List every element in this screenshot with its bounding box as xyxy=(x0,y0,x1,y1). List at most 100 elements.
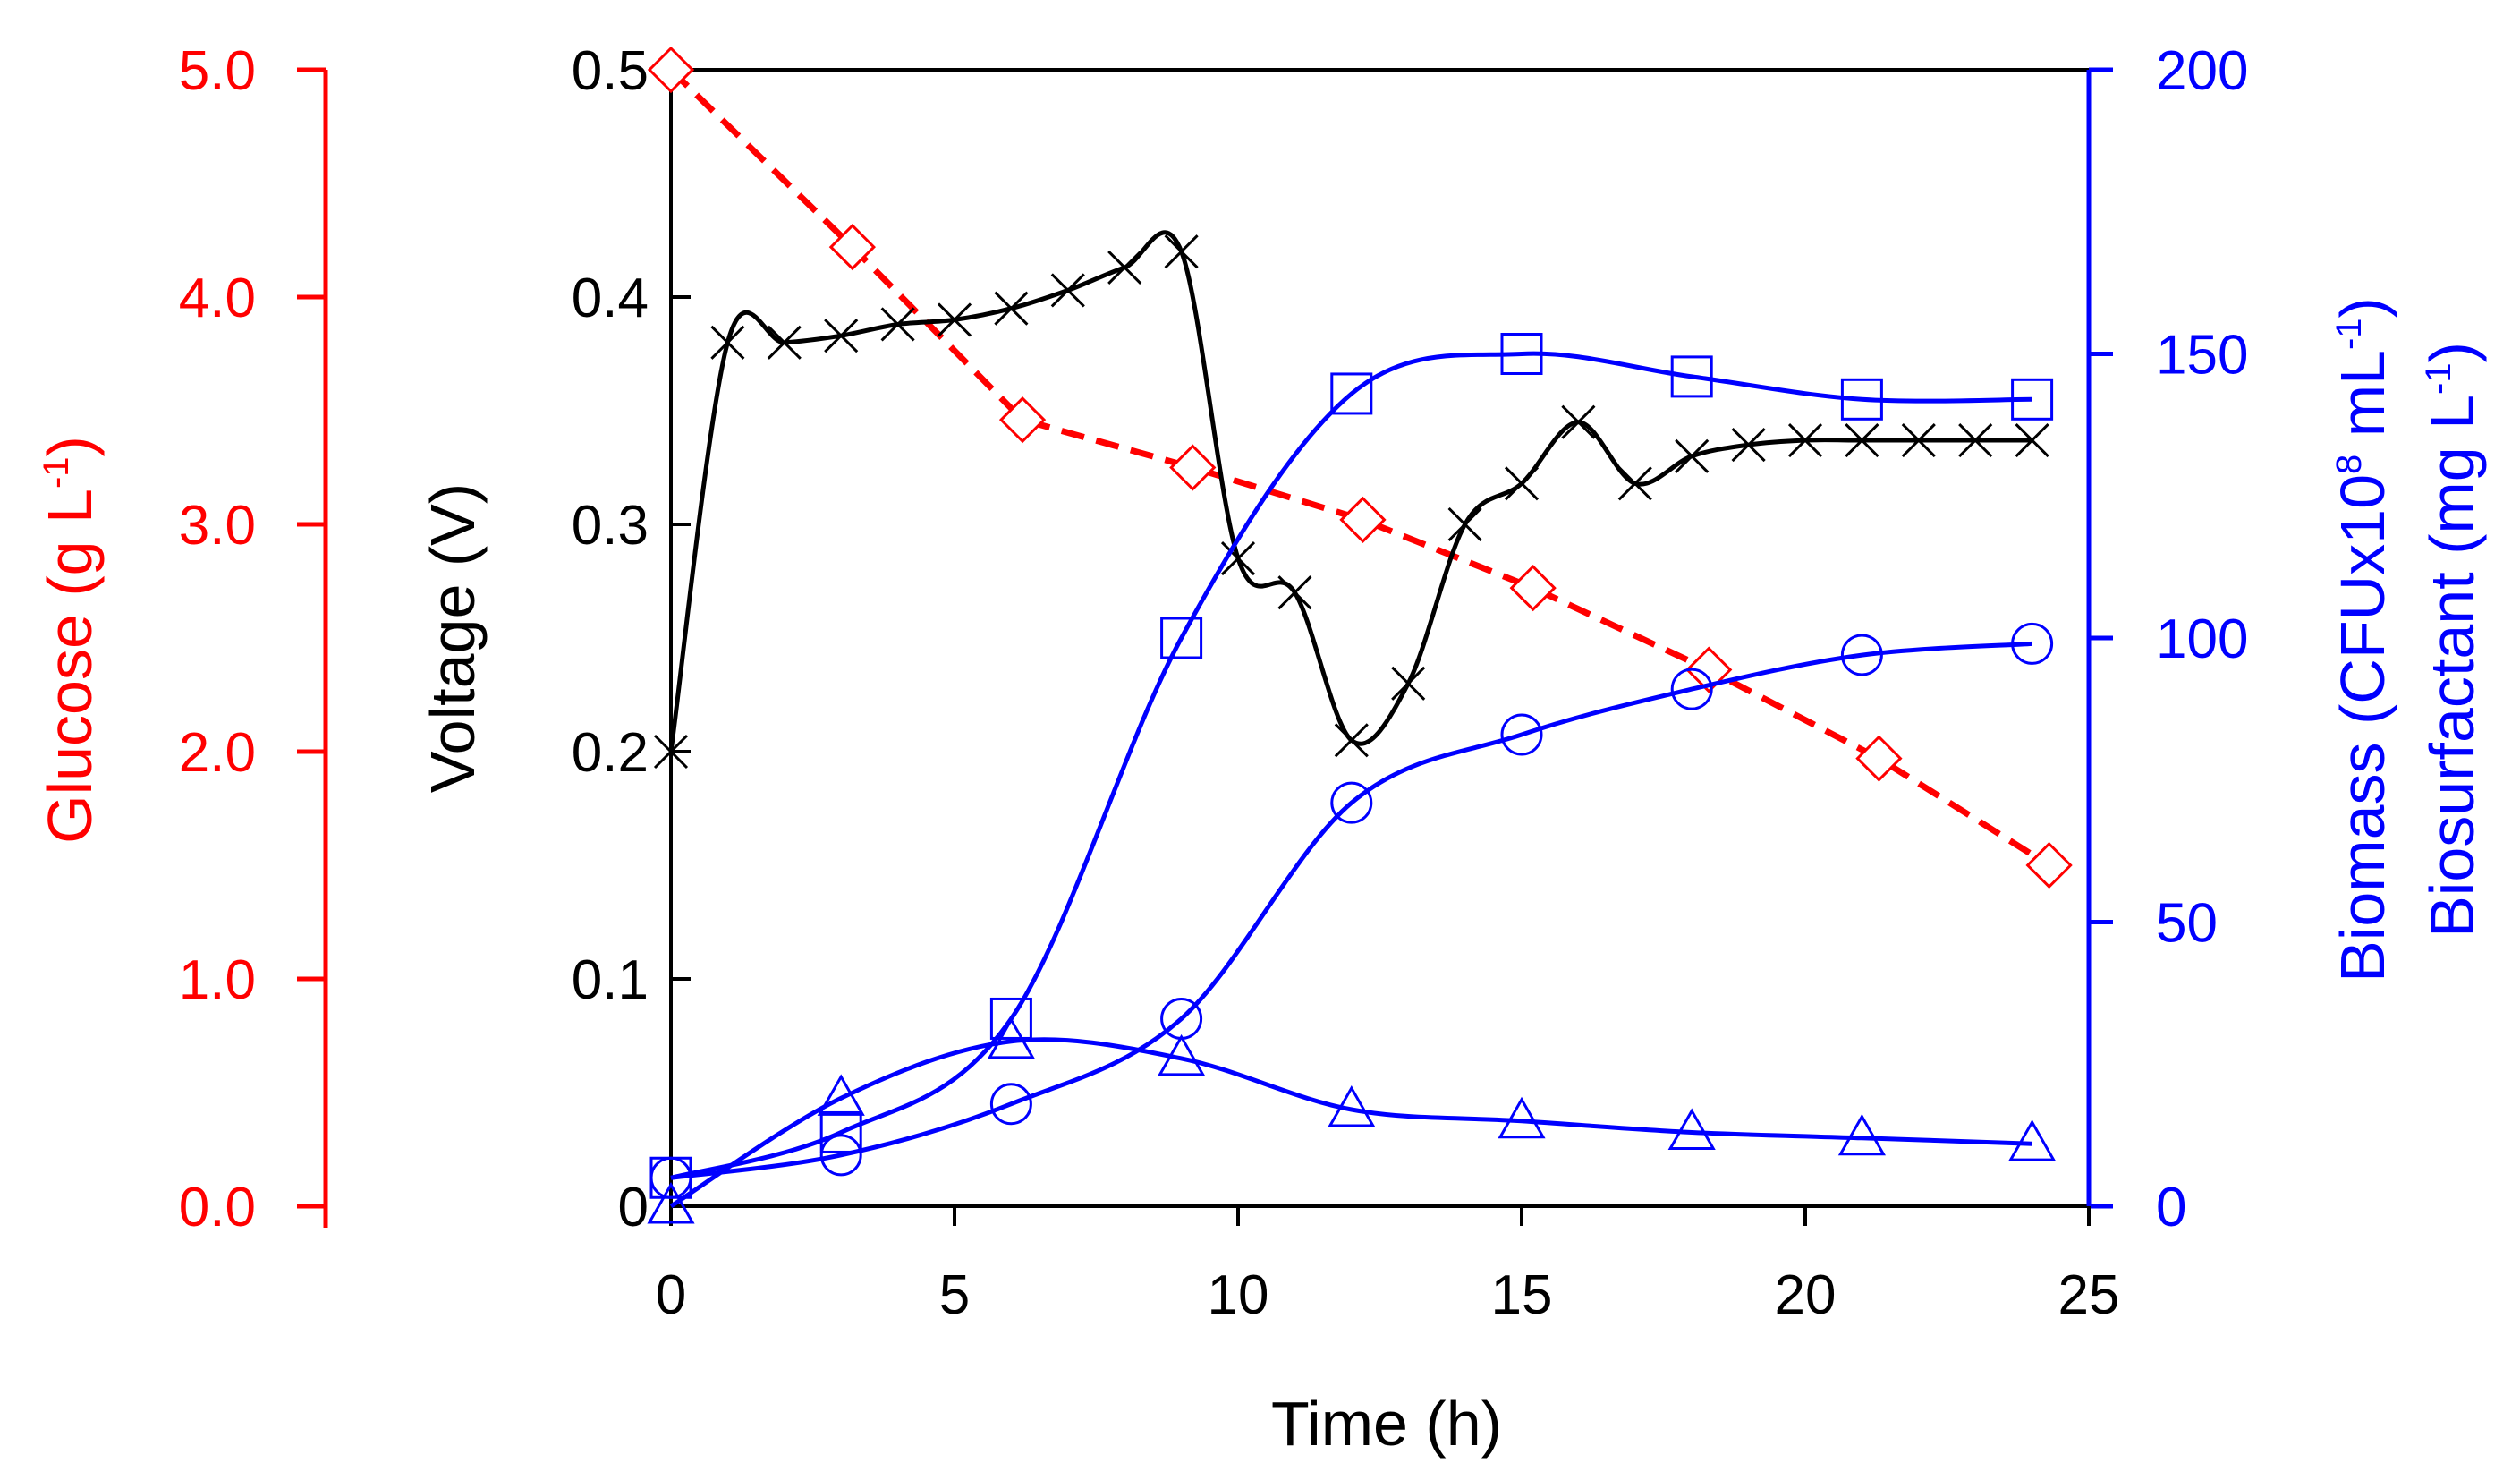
data-point-triangle xyxy=(2008,1119,2057,1161)
data-point-square xyxy=(1160,617,1203,659)
series-triangles xyxy=(647,1016,2057,1224)
data-point-circle xyxy=(2011,622,2054,665)
data-point-cross xyxy=(1958,422,1993,458)
data-point-circle xyxy=(1670,668,1713,710)
voltage-axis-title: Voltage (V) xyxy=(418,483,488,793)
data-point-triangle xyxy=(1158,1033,1206,1076)
data-point-square xyxy=(1330,372,1373,415)
data-point-square xyxy=(1500,333,1543,375)
data-point-diamond xyxy=(828,223,877,271)
data-point-diamond xyxy=(998,396,1047,444)
data-point-diamond xyxy=(1169,444,1217,491)
right-tick-label: 0 xyxy=(2156,1177,2186,1238)
glucose-axis-title: Glucose (g L-1) xyxy=(35,436,105,844)
biosurfactant-axis-title: Biosurfactant (mg L-1) xyxy=(2417,342,2487,938)
data-point-cross xyxy=(1787,422,1823,458)
data-point-triangle xyxy=(1498,1096,1546,1139)
series-biosurfactant-circles xyxy=(649,622,2054,1199)
data-point-triangle xyxy=(1667,1108,1716,1150)
plot-frame xyxy=(669,68,2091,1208)
data-point-cross xyxy=(1731,428,1766,463)
data-point-cross xyxy=(767,325,802,360)
voltage-tick-label: 0.5 xyxy=(572,40,649,102)
data-point-diamond xyxy=(647,46,695,94)
x-tick-label: 25 xyxy=(2058,1264,2120,1326)
data-point-cross xyxy=(1447,506,1482,542)
data-point-cross xyxy=(653,734,689,770)
data-point-diamond xyxy=(1339,496,1387,544)
data-point-triangle xyxy=(647,1181,695,1224)
glucose-tick-label: 5.0 xyxy=(179,40,256,102)
x-tick-label: 10 xyxy=(1208,1264,1269,1326)
data-point-cross xyxy=(1561,404,1596,439)
series-line-glucose xyxy=(668,67,2051,868)
biomass-axis-title: Biomass (CFUx108 mL-1) xyxy=(2328,297,2397,982)
data-point-diamond xyxy=(1855,735,1903,782)
data-point-triangle xyxy=(987,1016,1035,1059)
voltage-axis-ticks: 0 0.1 0.2 0.3 0.4 0.5 xyxy=(572,40,691,1238)
data-point-circle xyxy=(1840,634,1883,676)
data-point-cross xyxy=(1391,666,1426,701)
x-axis-ticks: 0 5 10 15 20 25 xyxy=(656,1206,2120,1326)
series-line-triangles xyxy=(669,1037,2032,1209)
series-layer xyxy=(647,46,2073,1224)
data-point-cross xyxy=(1617,466,1652,501)
series-line-voltage xyxy=(668,230,2032,753)
data-point-cross xyxy=(1334,723,1369,758)
glucose-tick-label: 4.0 xyxy=(179,268,256,329)
data-point-cross xyxy=(1504,466,1540,501)
right-tick-label: 150 xyxy=(2156,325,2248,387)
x-tick-label: 5 xyxy=(939,1264,970,1326)
data-point-diamond xyxy=(2025,841,2073,889)
x-tick-label: 20 xyxy=(1775,1264,1837,1326)
data-point-diamond xyxy=(1509,564,1557,612)
data-point-cross xyxy=(1901,422,1936,458)
data-point-cross xyxy=(2015,422,2049,458)
voltage-tick-label: 0.2 xyxy=(572,722,649,784)
x-tick-label: 15 xyxy=(1491,1264,1553,1326)
data-point-circle xyxy=(1330,781,1373,824)
data-point-cross xyxy=(1050,273,1085,308)
series-line-biosurfactant-circles xyxy=(670,641,2032,1180)
data-point-triangle xyxy=(817,1074,865,1116)
glucose-tick-label: 2.0 xyxy=(179,722,256,784)
right-tick-label: 200 xyxy=(2156,40,2248,102)
glucose-tick-label: 3.0 xyxy=(179,495,256,557)
data-point-cross xyxy=(937,302,972,337)
data-point-square xyxy=(1670,355,1713,398)
data-point-square xyxy=(1840,378,1883,421)
glucose-tick-label: 1.0 xyxy=(179,949,256,1011)
voltage-tick-label: 0.1 xyxy=(572,949,649,1011)
data-point-square xyxy=(989,997,1032,1040)
glucose-tick-label: 0.0 xyxy=(179,1177,256,1238)
data-point-triangle xyxy=(1837,1113,1886,1156)
right-tick-label: 100 xyxy=(2156,608,2248,670)
data-point-square xyxy=(819,1110,862,1153)
data-point-circle xyxy=(1500,713,1543,756)
series-voltage xyxy=(653,230,2049,770)
data-point-cross xyxy=(710,325,745,360)
x-tick-label: 0 xyxy=(656,1264,686,1326)
data-point-cross xyxy=(1277,575,1312,610)
x-axis-title: Time (h) xyxy=(1271,1389,1502,1459)
data-point-cross xyxy=(1164,234,1199,269)
series-glucose xyxy=(647,46,2073,889)
data-point-cross xyxy=(1220,541,1256,576)
data-point-cross xyxy=(1845,422,1879,458)
data-point-cross xyxy=(1675,438,1710,473)
data-point-square xyxy=(2011,378,2054,421)
data-point-cross xyxy=(994,291,1029,326)
voltage-tick-label: 0.3 xyxy=(572,495,649,557)
data-point-triangle xyxy=(1328,1085,1376,1127)
data-point-circle xyxy=(819,1134,862,1177)
voltage-tick-label: 0 xyxy=(618,1177,649,1238)
data-point-circle xyxy=(989,1083,1032,1126)
series-biomass-squares xyxy=(649,333,2054,1199)
right-tick-label: 50 xyxy=(2156,893,2218,955)
data-point-circle xyxy=(649,1156,692,1199)
voltage-tick-label: 0.4 xyxy=(572,268,649,329)
data-point-cross xyxy=(824,319,859,353)
right-axis-ticks: 0 50 100 150 200 xyxy=(2089,40,2248,1238)
data-point-cross xyxy=(1107,250,1142,285)
